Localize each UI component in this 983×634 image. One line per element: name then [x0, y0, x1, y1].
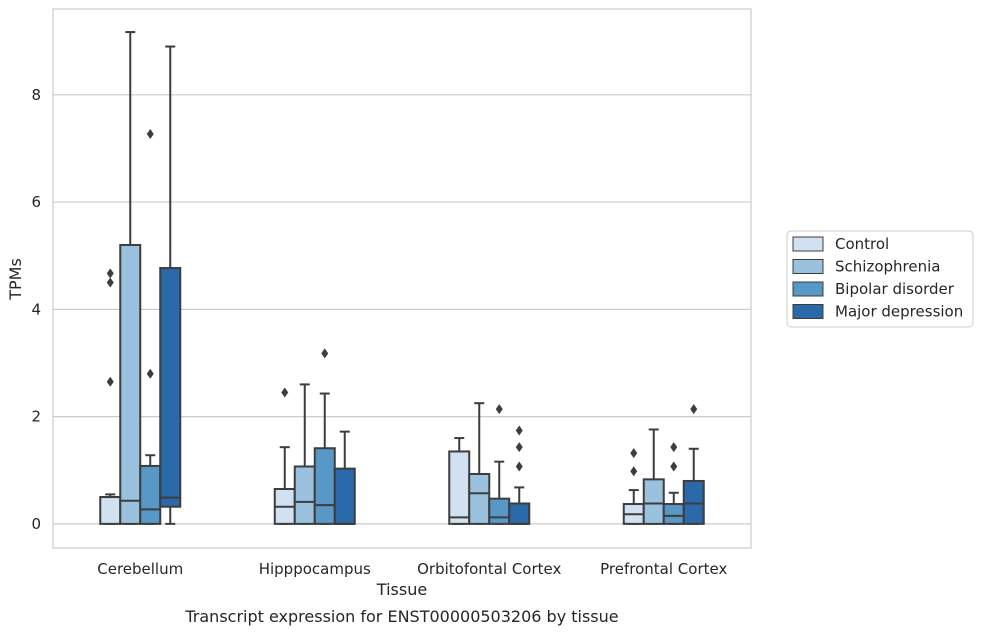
y-tick-label: 0 — [31, 515, 41, 533]
box — [333, 467, 356, 525]
box — [448, 450, 471, 525]
box-group — [273, 387, 296, 525]
x-axis-ticks: Cerebellum Hipppocampus Orbitofontal Corte… — [97, 560, 727, 578]
box — [468, 472, 491, 525]
legend: Control Schizophrenia Bipolar disorder Majo… — [786, 230, 974, 328]
box-group — [642, 428, 665, 525]
box-group — [682, 404, 705, 525]
y-tick-label: 6 — [31, 193, 41, 211]
box-group — [333, 430, 356, 525]
outlier-point — [146, 368, 154, 379]
gridlines — [53, 94, 751, 525]
outlier-point — [106, 376, 114, 387]
outlier-point — [321, 348, 329, 359]
legend-swatch — [792, 304, 824, 319]
outlier-point — [495, 404, 503, 415]
box-group — [139, 128, 162, 525]
boxes — [99, 31, 705, 525]
box — [682, 479, 705, 525]
box — [642, 478, 665, 525]
outlier-point — [690, 404, 698, 415]
x-tick-label: Orbitofontal Cortex — [417, 560, 561, 578]
box-group — [313, 348, 336, 525]
box-group — [99, 268, 122, 525]
legend-label: Schizophrenia — [835, 258, 940, 276]
box-group — [488, 404, 511, 525]
box — [159, 267, 182, 508]
legend-swatch — [792, 236, 824, 252]
outlier-point — [146, 128, 154, 139]
outlier-point — [281, 387, 289, 398]
x-tick-label: Prefrontal Cortex — [600, 560, 727, 578]
box — [313, 447, 336, 525]
plot-frame — [52, 8, 752, 549]
box-group — [293, 383, 316, 525]
x-tick-label: Hipppocampus — [259, 560, 371, 578]
legend-label: Major depression — [835, 303, 963, 321]
outlier-point — [630, 466, 638, 477]
outlier-point — [515, 461, 523, 472]
x-tick-label: Cerebellum — [97, 560, 183, 578]
box-group — [508, 425, 531, 525]
y-tick-label: 4 — [31, 300, 41, 318]
y-axis-ticks: 0 2 4 6 8 — [31, 86, 41, 533]
box — [99, 496, 122, 525]
box — [293, 465, 316, 525]
legend-label: Bipolar disorder — [835, 280, 955, 298]
box — [139, 464, 162, 525]
box-group — [622, 448, 645, 525]
x-axis-label: Tissue — [376, 580, 427, 599]
box — [488, 497, 511, 525]
box — [119, 243, 142, 525]
box — [508, 502, 531, 525]
outlier-point — [630, 448, 638, 459]
y-tick-label: 2 — [31, 408, 41, 426]
legend-swatch — [792, 259, 824, 274]
legend-frame — [786, 230, 974, 328]
box-group — [468, 402, 491, 525]
outlier-point — [106, 268, 114, 279]
outlier-point — [515, 442, 523, 453]
outlier-point — [670, 461, 678, 472]
outlier-point — [106, 277, 114, 288]
outlier-point — [670, 442, 678, 453]
legend-swatch — [792, 281, 824, 297]
y-tick-label: 8 — [31, 86, 41, 104]
box-group — [159, 45, 182, 525]
box-group — [662, 442, 685, 525]
legend-label: Control — [835, 235, 889, 253]
chart-caption: Transcript expression for ENST0000050320… — [184, 607, 618, 626]
outlier-point — [515, 425, 523, 436]
box-group — [448, 437, 471, 525]
box-group — [119, 31, 142, 525]
box — [662, 503, 685, 525]
y-axis-label: TPMs — [6, 258, 25, 301]
